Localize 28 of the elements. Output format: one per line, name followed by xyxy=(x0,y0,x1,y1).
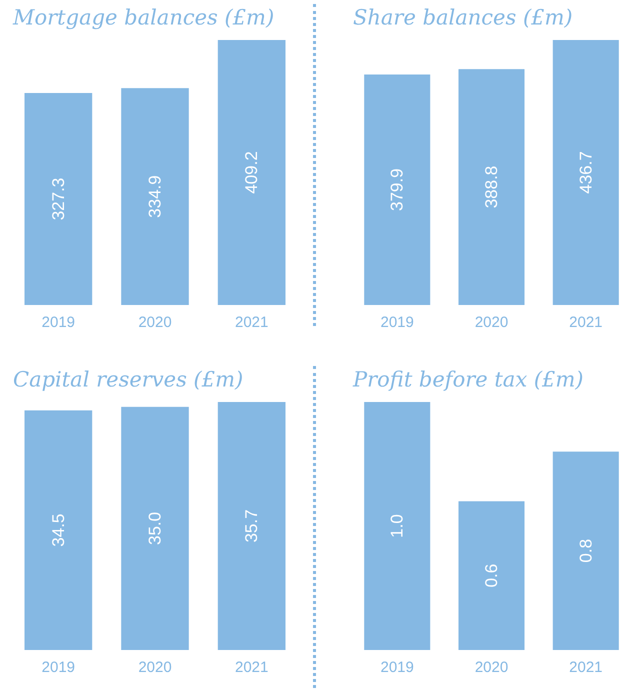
x-tick-label: 2021 xyxy=(569,659,603,676)
x-tick-label: 2021 xyxy=(234,314,268,331)
x-tick-label: 2020 xyxy=(138,659,172,676)
data-label: 388.8 xyxy=(482,166,501,208)
data-label: 409.2 xyxy=(242,151,262,194)
x-tick-label: 2020 xyxy=(138,314,172,331)
x-tick-label: 2019 xyxy=(380,659,414,676)
data-label: 35.0 xyxy=(146,512,164,545)
data-label: 327.3 xyxy=(48,178,68,220)
data-label: 379.9 xyxy=(388,168,407,212)
x-tick-label: 2019 xyxy=(380,314,414,331)
data-label: 34.5 xyxy=(48,514,68,547)
x-tick-label: 2020 xyxy=(474,659,508,676)
x-tick-label: 2021 xyxy=(569,314,603,331)
x-tick-label: 2019 xyxy=(42,314,76,331)
chart-title: Capital reserves (£m) xyxy=(13,368,244,392)
chart-title: Share balances (£m) xyxy=(353,6,573,30)
data-label: 334.9 xyxy=(146,175,164,218)
x-tick-label: 2019 xyxy=(42,659,76,676)
x-tick-label: 2021 xyxy=(234,659,268,676)
data-label: 0.6 xyxy=(482,564,501,588)
data-label: 436.7 xyxy=(576,151,596,194)
data-label: 0.8 xyxy=(576,538,596,563)
data-label: 35.7 xyxy=(242,509,262,543)
chart-title: Mortgage balances (£m) xyxy=(12,6,274,30)
data-label: 1.0 xyxy=(388,514,407,538)
chart-title: Profit before tax (£m) xyxy=(352,368,584,392)
x-tick-label: 2020 xyxy=(474,314,508,331)
